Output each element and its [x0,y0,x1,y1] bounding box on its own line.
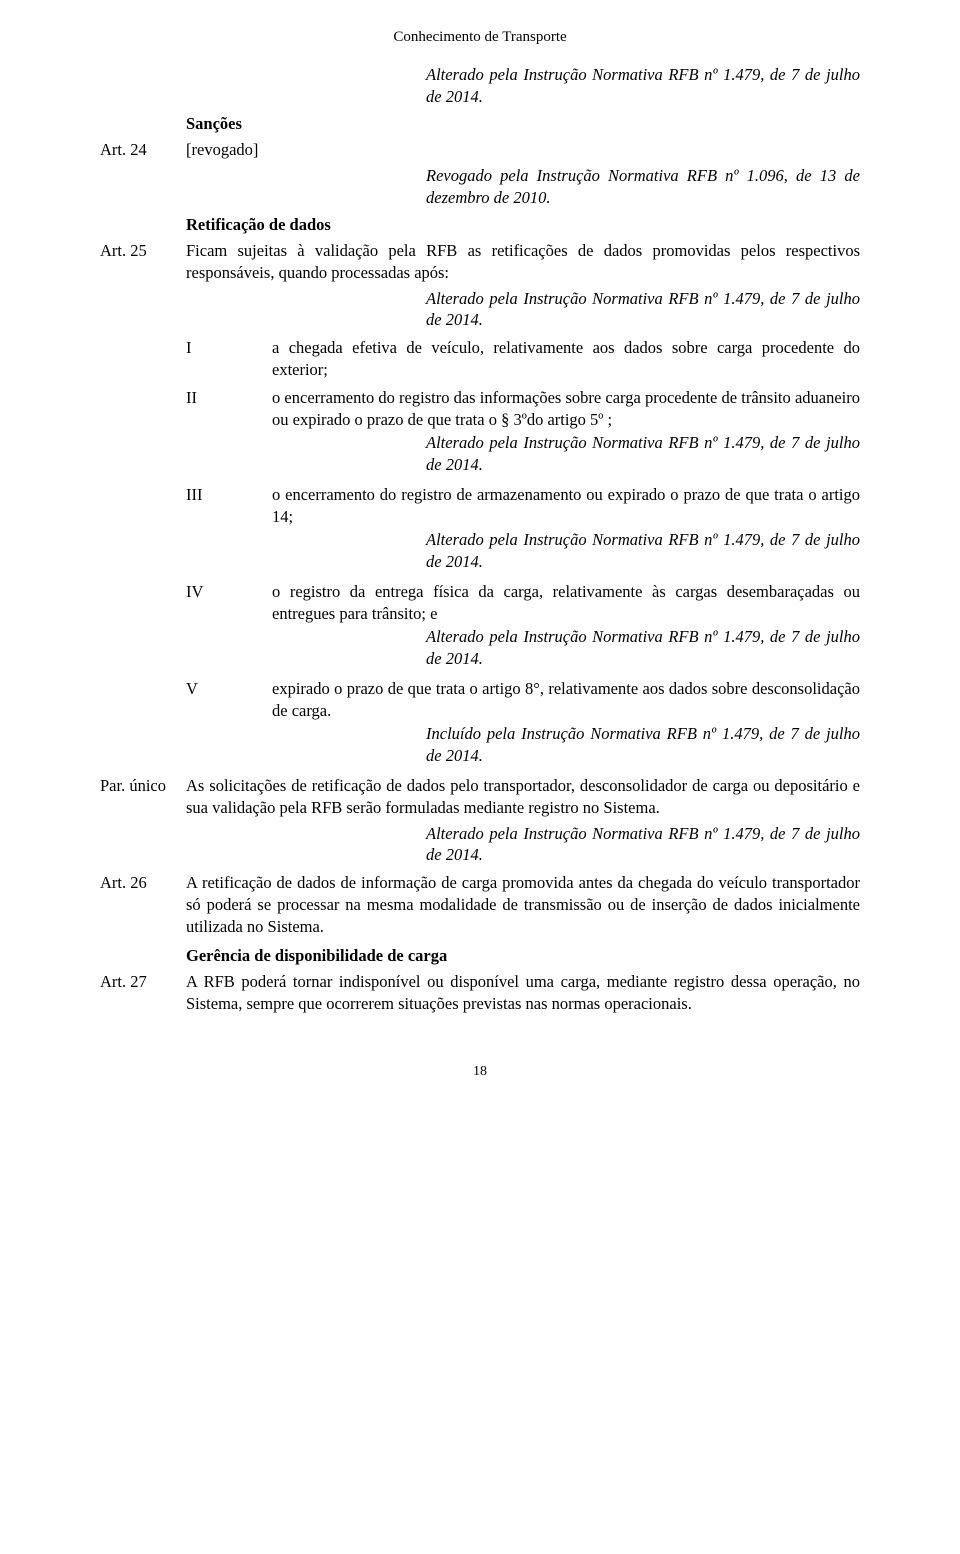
item-roman: III [186,484,272,528]
art25-note: Alterado pela Instrução Normativa RFB nº… [426,288,860,332]
art25-label: Art. 25 [100,240,186,284]
item-spacer [100,678,186,722]
art25-text: Ficam sujeitas à validação pela RFB as r… [186,240,860,284]
item-spacer [100,387,186,431]
art26-text: A retificação de dados de informação de … [186,872,860,937]
item-spacer [100,337,186,381]
item-text: a chegada efetiva de veículo, relativame… [272,337,860,381]
item-note: Alterado pela Instrução Normativa RFB nº… [426,529,860,573]
retificacao-heading: Retificação de dados [186,214,860,236]
art24-text: [revogado] [186,139,860,161]
item-roman: V [186,678,272,722]
art24-label: Art. 24 [100,139,186,161]
art24-note: Revogado pela Instrução Normativa RFB nº… [426,165,860,209]
item-spacer [100,581,186,625]
item-text: o registro da entrega física da carga, r… [272,581,860,625]
top-note: Alterado pela Instrução Normativa RFB nº… [426,64,860,108]
item-note: Alterado pela Instrução Normativa RFB nº… [426,626,860,670]
empty-label [100,214,186,236]
item-text: o encerramento do registro de armazename… [272,484,860,528]
item-roman: II [186,387,272,431]
parunico-label: Par. único [100,775,186,819]
gerencia-heading: Gerência de disponibilidade de carga [186,945,860,967]
item-spacer [100,484,186,528]
art27-text: A RFB poderá tornar indisponível ou disp… [186,971,860,1015]
art27-label: Art. 27 [100,971,186,1015]
empty-label [100,945,186,967]
art26-label: Art. 26 [100,872,186,937]
item-roman: IV [186,581,272,625]
document-header: Conhecimento de Transporte [100,28,860,48]
parunico-note: Alterado pela Instrução Normativa RFB nº… [426,823,860,867]
item-text: expirado o prazo de que trata o artigo 8… [272,678,860,722]
item-roman: I [186,337,272,381]
sancoes-heading: Sanções [186,113,860,135]
empty-label [100,113,186,135]
parunico-text: As solicitações de retificação de dados … [186,775,860,819]
page-number: 18 [100,1063,860,1081]
item-note: Alterado pela Instrução Normativa RFB nº… [426,432,860,476]
item-note: Incluído pela Instrução Normativa RFB nº… [426,723,860,767]
item-text: o encerramento do registro das informaçõ… [272,387,860,431]
